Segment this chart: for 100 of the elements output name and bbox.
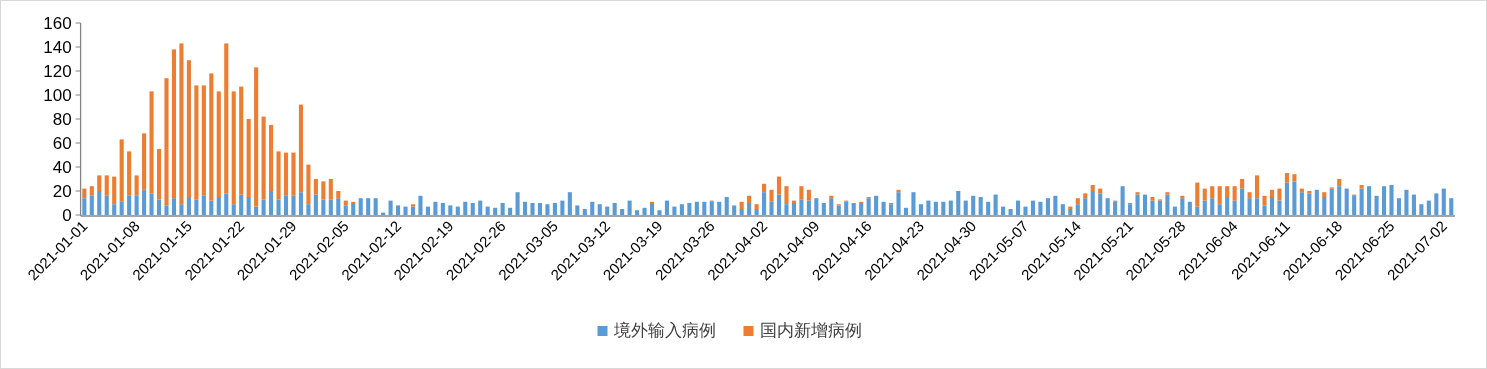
bar — [89, 195, 94, 215]
y-tick-label: 120 — [43, 62, 72, 81]
bar — [1120, 186, 1125, 215]
bar — [485, 206, 490, 215]
bar — [246, 119, 251, 197]
bar — [209, 200, 214, 215]
bar — [1172, 206, 1177, 215]
bar — [1135, 192, 1140, 195]
bar — [112, 204, 117, 215]
bar — [156, 149, 162, 200]
bar — [493, 207, 498, 215]
bar — [754, 204, 759, 209]
bar — [537, 203, 543, 215]
bar — [575, 205, 580, 215]
bar — [410, 204, 416, 207]
bar — [590, 201, 595, 215]
bar — [1217, 186, 1222, 205]
bar — [171, 49, 177, 199]
bar — [500, 203, 505, 215]
bar — [896, 189, 901, 193]
bar — [1157, 200, 1163, 215]
bar — [179, 43, 184, 205]
bar — [119, 139, 124, 202]
bar — [269, 191, 274, 215]
y-tick-label: 40 — [52, 158, 72, 177]
bar — [239, 86, 244, 195]
y-tick-label: 0 — [62, 206, 72, 225]
y-tick-label: 140 — [43, 38, 72, 57]
bar — [762, 183, 767, 193]
bar — [784, 204, 789, 215]
bar — [1232, 186, 1237, 201]
bar — [186, 197, 191, 215]
bar — [321, 181, 326, 200]
bar — [1441, 188, 1446, 215]
bar — [1165, 194, 1170, 215]
bar — [1105, 198, 1110, 215]
bar — [522, 201, 528, 215]
y-tick-label: 20 — [52, 182, 72, 201]
bar — [1404, 189, 1409, 215]
bar — [702, 201, 707, 215]
bar — [1083, 193, 1088, 199]
bar — [1344, 188, 1349, 215]
bar — [1083, 198, 1088, 215]
bar — [1240, 179, 1245, 189]
bar — [1426, 200, 1431, 215]
bar — [127, 195, 132, 215]
bar — [903, 207, 909, 215]
bar — [276, 199, 281, 215]
bar — [1337, 186, 1342, 215]
bar — [269, 125, 274, 191]
bar — [1262, 195, 1267, 206]
bar — [620, 209, 625, 215]
bar — [1359, 185, 1364, 189]
bar — [963, 200, 968, 215]
bar — [859, 203, 864, 215]
bar — [530, 203, 535, 215]
bar — [814, 198, 819, 215]
bar — [1210, 198, 1215, 215]
bar — [515, 192, 520, 215]
bar — [739, 201, 744, 209]
bar — [672, 206, 677, 215]
bar — [448, 205, 453, 215]
bar — [1195, 182, 1200, 207]
bar — [291, 195, 296, 215]
bar — [455, 206, 460, 215]
bar — [142, 189, 147, 215]
bar — [1150, 197, 1155, 201]
bar — [1202, 188, 1207, 201]
bar — [836, 205, 841, 215]
bar — [254, 206, 259, 215]
bar — [1269, 189, 1275, 197]
bar — [336, 198, 341, 215]
bar — [149, 91, 154, 194]
bar — [306, 204, 311, 215]
legend-label: 境外输入病例 — [612, 321, 716, 340]
bar — [635, 210, 640, 215]
bar — [769, 201, 774, 215]
bar — [388, 200, 393, 215]
bar — [1255, 198, 1260, 215]
bar — [1322, 197, 1327, 215]
bar — [694, 201, 699, 215]
bar — [209, 73, 214, 201]
bar — [1135, 194, 1140, 215]
bar — [216, 197, 221, 215]
bar — [1068, 209, 1073, 215]
bar — [1098, 193, 1103, 215]
bar — [1165, 192, 1170, 195]
bar — [1247, 198, 1252, 215]
bar — [1381, 186, 1387, 215]
y-tick-label: 80 — [52, 110, 72, 129]
bar — [1030, 200, 1036, 215]
bar — [1217, 204, 1222, 215]
bar — [440, 203, 445, 215]
bar — [941, 201, 946, 215]
bar — [791, 203, 796, 215]
bar — [246, 197, 251, 215]
bar — [1269, 197, 1275, 215]
bar — [739, 209, 744, 215]
bar — [679, 204, 684, 215]
bar — [82, 198, 87, 215]
